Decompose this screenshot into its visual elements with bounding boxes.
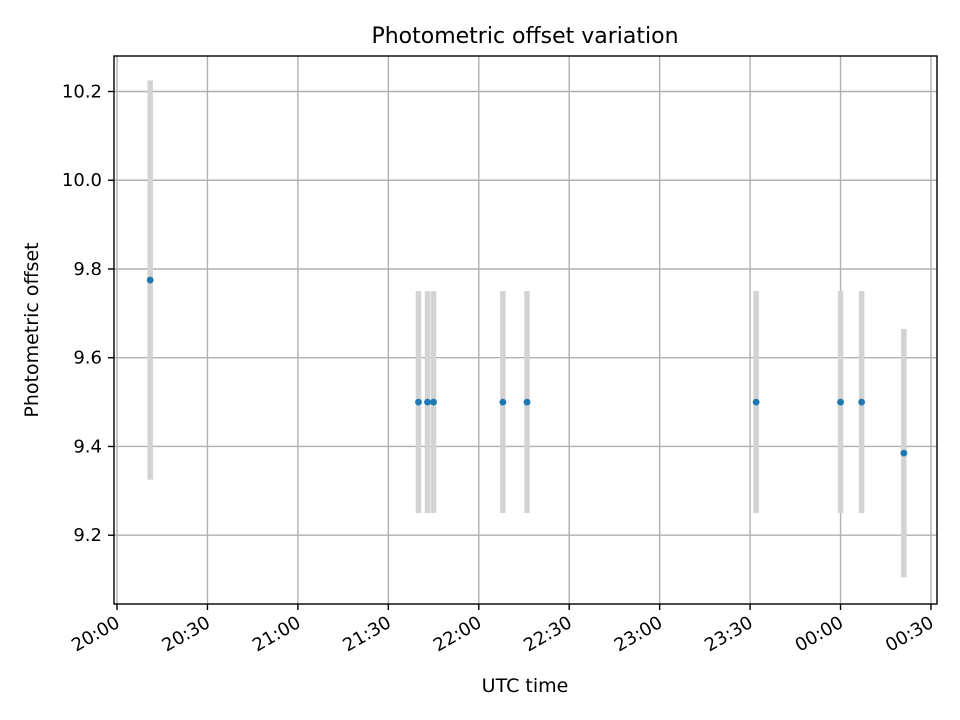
data-point [424, 398, 431, 406]
y-axis-label: Photometric offset [21, 242, 43, 417]
data-point [900, 449, 908, 457]
x-axis-label: UTC time [482, 675, 569, 697]
plot-frame [113, 55, 938, 605]
data-point [415, 398, 422, 406]
data-point [837, 398, 844, 406]
y-tick-label: 10.0 [62, 170, 102, 191]
data-points [146, 276, 908, 457]
data-point [523, 398, 531, 406]
y-tick-label: 9.2 [73, 525, 102, 546]
y-axis-ticks: 9.2 9.4 9.6 9.8 10.0 10.2 [62, 81, 114, 546]
data-point [430, 398, 437, 406]
y-tick-label: 9.8 [73, 259, 102, 280]
data-point [146, 276, 154, 284]
y-tick-label: 9.4 [73, 436, 102, 457]
y-tick-label: 9.6 [73, 348, 102, 369]
data-point [499, 398, 507, 406]
chart-title: Photometric offset variation [371, 24, 678, 49]
y-tick-label: 10.2 [62, 81, 102, 102]
data-point [858, 398, 866, 406]
data-point [752, 398, 760, 406]
